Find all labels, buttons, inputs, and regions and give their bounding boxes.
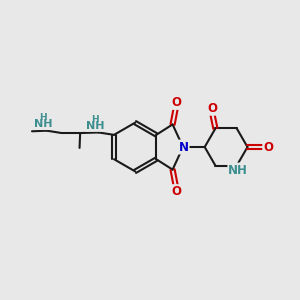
Text: O: O bbox=[207, 102, 218, 115]
Text: O: O bbox=[263, 140, 273, 154]
Text: O: O bbox=[171, 96, 181, 109]
Text: NH: NH bbox=[228, 164, 248, 176]
Text: H: H bbox=[91, 115, 99, 124]
Text: H: H bbox=[40, 113, 47, 122]
Text: O: O bbox=[171, 185, 181, 198]
Text: NH: NH bbox=[34, 119, 52, 129]
Text: NH: NH bbox=[86, 121, 104, 131]
Text: N: N bbox=[178, 140, 189, 154]
